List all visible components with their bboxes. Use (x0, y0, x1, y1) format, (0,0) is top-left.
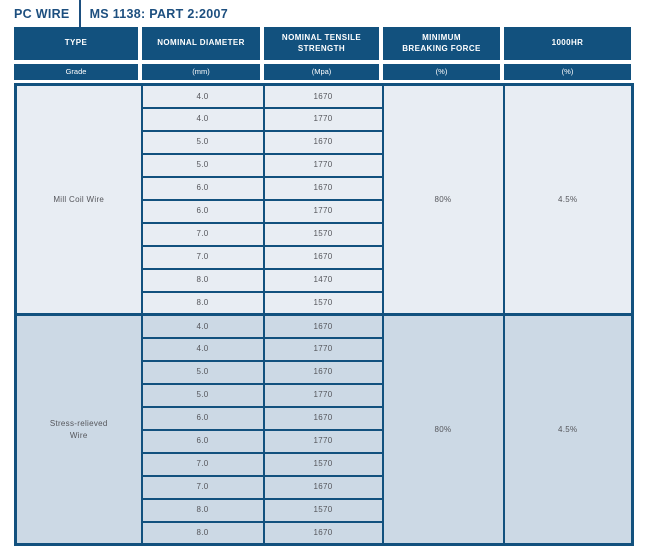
col-header-breaking: MINIMUM BREAKING FORCE (381, 27, 502, 62)
tensile-cell: 1570 (262, 221, 384, 247)
spec-row: 7.0 1670 (16, 474, 633, 500)
diameter-cell: 8.0 (140, 520, 265, 546)
spec-row: 4.0 1770 (16, 336, 633, 362)
col-header-1000hr: 1000HR (502, 27, 631, 62)
spec-row: 8.0 1670 (16, 520, 633, 546)
unit-header-pct-1: (%) (381, 62, 502, 80)
spec-row: 5.0 1770 (16, 152, 633, 178)
spec-row: Stress-relieved Wire 4.0 1670 80% 4.5% (14, 313, 634, 546)
spec-row: 8.0 1570 (16, 497, 633, 523)
tensile-cell: 1770 (262, 152, 384, 178)
hr1000-cell: 4.5% (502, 83, 634, 316)
tensile-cell: 1670 (262, 244, 384, 270)
spec-row: Mill Coil Wire 4.0 1670 80% 4.5% (14, 83, 634, 316)
diameter-cell: 8.0 (140, 267, 265, 293)
table-header: TYPE NOMINAL DIAMETER NOMINAL TENSILE ST… (14, 27, 631, 80)
unit-header-mpa: (Mpa) (262, 62, 381, 80)
tensile-cell: 1670 (262, 474, 384, 500)
col-header-diameter: NOMINAL DIAMETER (140, 27, 262, 62)
unit-header-pct-2: (%) (502, 62, 631, 80)
spec-row: 5.0 1770 (16, 382, 633, 408)
tensile-cell: 1670 (262, 129, 384, 155)
tensile-cell: 1570 (262, 497, 384, 523)
col-header-type: TYPE (14, 27, 140, 62)
unit-header-grade: Grade (14, 62, 140, 80)
tensile-cell: 1770 (262, 336, 384, 362)
diameter-cell: 4.0 (140, 106, 265, 132)
diameter-cell: 6.0 (140, 405, 265, 431)
spec-row: 8.0 1470 (16, 267, 633, 293)
product-title: PC WIRE (14, 6, 70, 21)
tensile-cell: 1670 (262, 359, 384, 385)
hr1000-cell: 4.5% (502, 313, 634, 546)
spec-row: 7.0 1670 (16, 244, 633, 270)
diameter-cell: 7.0 (140, 474, 265, 500)
tensile-cell: 1570 (262, 451, 384, 477)
tensile-cell: 1670 (262, 313, 384, 339)
spec-row: 6.0 1670 (16, 405, 633, 431)
tensile-cell: 1770 (262, 382, 384, 408)
diameter-cell: 5.0 (140, 382, 265, 408)
title-bar: PC WIRE MS 1138: PART 2:2007 (0, 0, 645, 27)
type-cell: Stress-relieved Wire (14, 313, 143, 546)
diameter-cell: 4.0 (140, 336, 265, 362)
spec-row: 8.0 1570 (16, 290, 633, 316)
tensile-cell: 1670 (262, 520, 384, 546)
diameter-cell: 4.0 (140, 313, 265, 339)
tensile-cell: 1570 (262, 290, 384, 316)
diameter-cell: 7.0 (140, 221, 265, 247)
section-stress-relieved-wire: Stress-relieved Wire 4.0 1670 80% 4.5% 4.0 177… (14, 313, 634, 546)
tensile-cell: 1670 (262, 175, 384, 201)
spec-row: 4.0 1770 (16, 106, 633, 132)
tensile-cell: 1770 (262, 428, 384, 454)
spec-row: 7.0 1570 (16, 221, 633, 247)
section-mill-coil-wire: Mill Coil Wire 4.0 1670 80% 4.5% 4.0 1770 5.0 16… (14, 83, 634, 316)
diameter-cell: 6.0 (140, 198, 265, 224)
unit-header-mm: (mm) (140, 62, 262, 80)
tensile-cell: 1670 (262, 405, 384, 431)
diameter-cell: 6.0 (140, 175, 265, 201)
spec-table: TYPE NOMINAL DIAMETER NOMINAL TENSILE ST… (14, 27, 634, 546)
breaking-force-cell: 80% (381, 313, 505, 546)
tensile-cell: 1770 (262, 106, 384, 132)
col-header-tensile: NOMINAL TENSILE STRENGTH (262, 27, 381, 62)
tensile-cell: 1470 (262, 267, 384, 293)
diameter-cell: 7.0 (140, 451, 265, 477)
diameter-cell: 5.0 (140, 359, 265, 385)
spec-row: 5.0 1670 (16, 359, 633, 385)
diameter-cell: 6.0 (140, 428, 265, 454)
diameter-cell: 7.0 (140, 244, 265, 270)
spec-row: 5.0 1670 (16, 129, 633, 155)
title-divider (78, 0, 81, 27)
tensile-cell: 1670 (262, 83, 384, 109)
spec-row: 6.0 1770 (16, 198, 633, 224)
spec-row: 7.0 1570 (16, 451, 633, 477)
diameter-cell: 5.0 (140, 152, 265, 178)
tensile-cell: 1770 (262, 198, 384, 224)
spec-row: 6.0 1770 (16, 428, 633, 454)
diameter-cell: 4.0 (140, 83, 265, 109)
diameter-cell: 8.0 (140, 290, 265, 316)
type-cell: Mill Coil Wire (14, 83, 143, 316)
spec-row: 6.0 1670 (16, 175, 633, 201)
breaking-force-cell: 80% (381, 83, 505, 316)
standard-title: MS 1138: PART 2:2007 (89, 6, 229, 21)
diameter-cell: 8.0 (140, 497, 265, 523)
diameter-cell: 5.0 (140, 129, 265, 155)
